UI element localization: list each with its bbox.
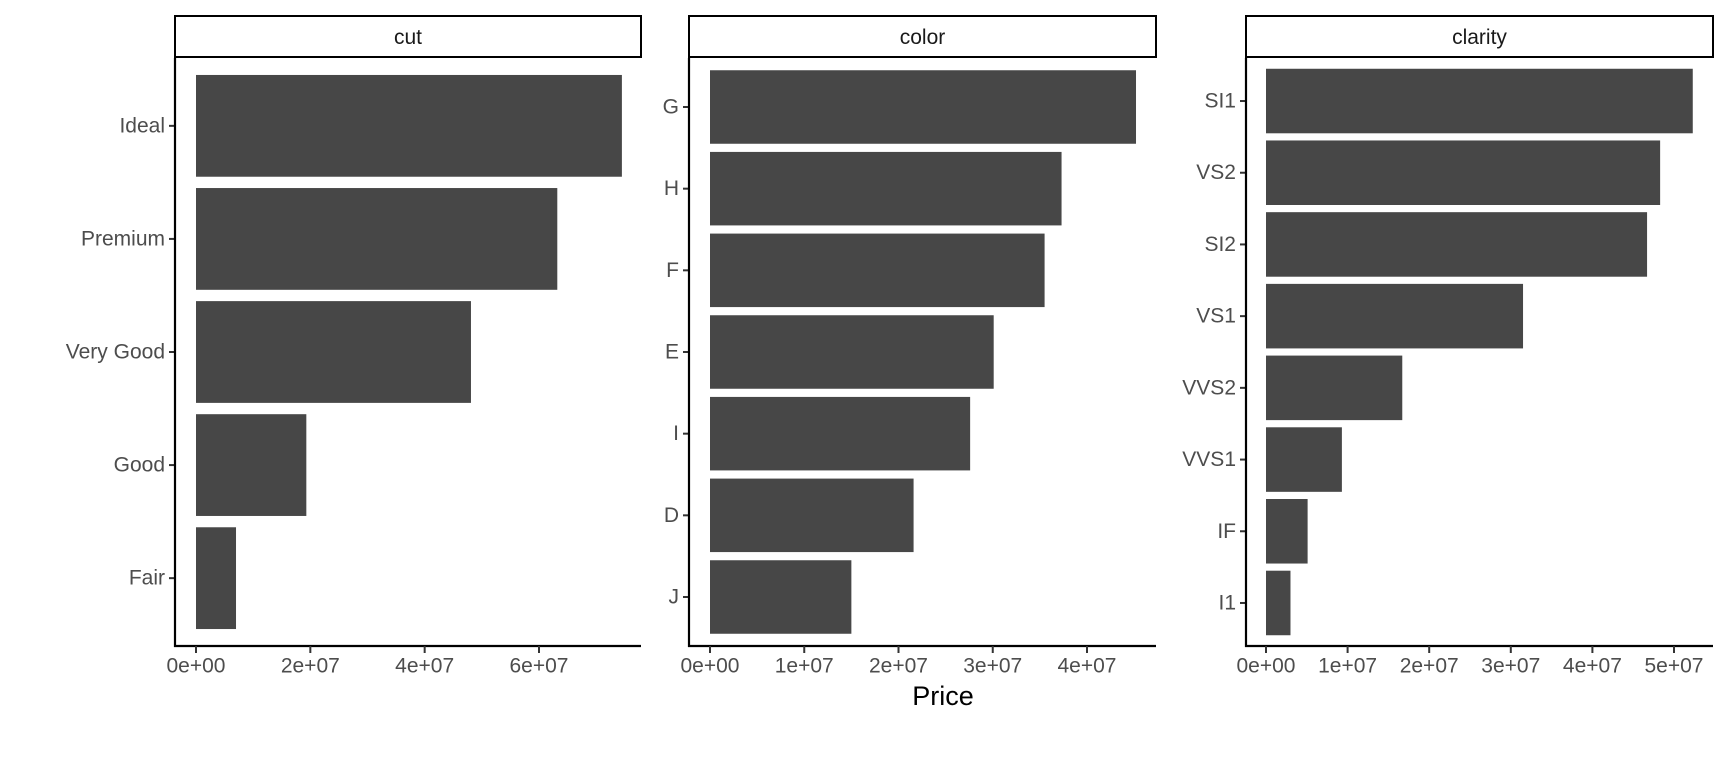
x-axis-title: Price — [912, 681, 974, 711]
x-tick-label: 0e+00 — [681, 654, 740, 677]
x-tick-label: 0e+00 — [167, 654, 226, 677]
bar-f — [710, 233, 1045, 308]
y-tick-label: SI1 — [1204, 90, 1236, 113]
y-tick-label: E — [665, 341, 679, 364]
x-tick-label: 0e+00 — [1237, 654, 1296, 677]
y-tick-label: I — [673, 422, 679, 445]
bar-good — [196, 414, 307, 516]
facet-clarity: clarity SI1 VS2 SI2 VS1 VVS2 VVS1 IF I1 0e+00 1e+0… — [1182, 15, 1714, 677]
facet-strip — [1245, 15, 1714, 58]
bar-g — [710, 70, 1137, 144]
x-tick-label: 1e+07 — [775, 654, 834, 677]
bar-premium — [196, 188, 558, 290]
y-tick-label: Good — [114, 454, 165, 477]
facet-strip — [174, 15, 642, 58]
x-tick-label: 1e+07 — [1318, 654, 1377, 677]
y-tick-label: Very Good — [66, 341, 165, 364]
facets: cut Ideal Premium Very Good Good Fair 0e+00 2e+… — [66, 15, 1714, 677]
x-tick-label: 5e+07 — [1645, 654, 1704, 677]
x-tick-label: 2e+07 — [281, 654, 340, 677]
y-tick-label: I1 — [1218, 591, 1236, 614]
y-tick-label: G — [663, 96, 679, 119]
x-tick-label: 2e+07 — [1400, 654, 1459, 677]
bar-fair — [196, 527, 237, 630]
y-tick-label: F — [666, 259, 679, 282]
bar-vs1 — [1266, 283, 1524, 349]
x-tick-label: 4e+07 — [395, 654, 454, 677]
y-tick-label: Premium — [81, 227, 165, 250]
bar-vvs1 — [1266, 427, 1342, 492]
facet-strip — [688, 15, 1157, 58]
y-tick-label: H — [664, 177, 679, 200]
bar-e — [710, 315, 994, 389]
x-tick-label: 3e+07 — [1481, 654, 1540, 677]
x-tick-label: 4e+07 — [1563, 654, 1622, 677]
y-tick-label: Ideal — [119, 114, 165, 137]
bar-vs2 — [1266, 140, 1661, 205]
bar-d — [710, 478, 914, 553]
bar-ideal — [196, 74, 622, 177]
bar-i1 — [1266, 570, 1291, 636]
y-tick-label: SI2 — [1204, 233, 1236, 256]
bar-very-good — [196, 301, 471, 403]
facet-cut: cut Ideal Premium Very Good Good Fair 0e+00 2e+… — [66, 15, 642, 677]
y-tick-label: VS1 — [1196, 305, 1236, 328]
x-tick-label: 4e+07 — [1058, 654, 1117, 677]
bar-h — [710, 151, 1062, 226]
facet-color: color G H F E I D J 0e+00 1e+07 2e+07 3e+07 4e+07 — [663, 15, 1157, 677]
y-tick-label: VVS2 — [1182, 376, 1236, 399]
y-tick-label: IF — [1217, 520, 1236, 543]
bar-si2 — [1266, 212, 1648, 277]
y-tick-label: VVS1 — [1182, 448, 1236, 471]
x-tick-label: 3e+07 — [963, 654, 1022, 677]
y-tick-label: Fair — [129, 567, 165, 590]
facet-strip-label: clarity — [1452, 26, 1507, 49]
bar-j — [710, 560, 852, 634]
facet-strip-label: color — [900, 26, 946, 49]
y-tick-label: J — [669, 586, 680, 609]
bar-if — [1266, 499, 1308, 564]
bar-si1 — [1266, 68, 1693, 134]
y-tick-label: D — [664, 504, 679, 527]
y-tick-label: VS2 — [1196, 161, 1236, 184]
bar-vvs2 — [1266, 355, 1403, 421]
x-tick-label: 6e+07 — [510, 654, 569, 677]
facet-strip-label: cut — [394, 26, 422, 49]
bar-i — [710, 396, 971, 471]
x-tick-label: 2e+07 — [869, 654, 928, 677]
